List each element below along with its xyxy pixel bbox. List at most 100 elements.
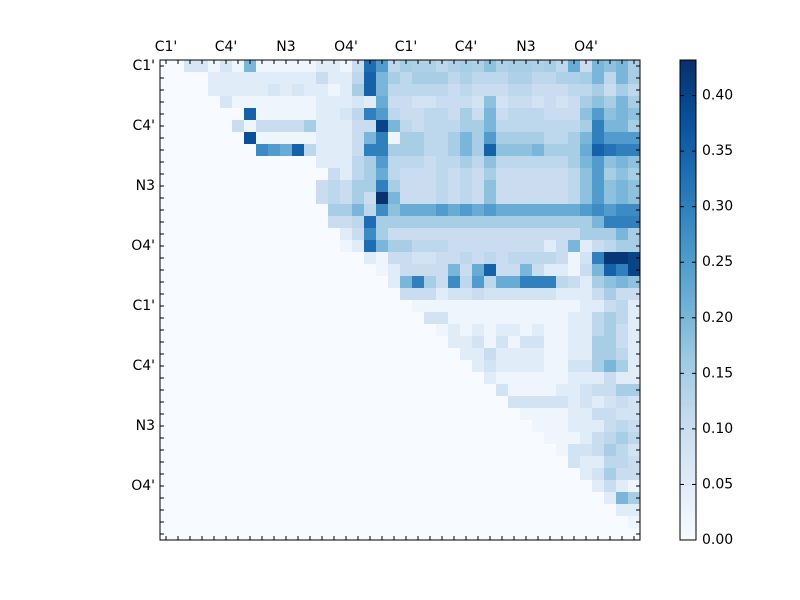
heatmap-cell [352, 504, 365, 517]
heatmap-cell [280, 108, 293, 121]
heatmap-cell [400, 384, 413, 397]
heatmap-cell [328, 432, 341, 445]
heatmap-cell [448, 504, 461, 517]
heatmap-cell [616, 420, 629, 433]
heatmap-cell [256, 60, 269, 73]
heatmap-cell [460, 300, 473, 313]
heatmap-cell [340, 144, 353, 157]
heatmap-cell [496, 492, 509, 505]
heatmap-cell [616, 492, 629, 505]
heatmap-cell [484, 396, 497, 409]
heatmap-cell [292, 456, 305, 469]
heatmap-cell [388, 396, 401, 409]
heatmap-cell [172, 444, 185, 457]
heatmap-cell [592, 216, 605, 229]
heatmap-cell [568, 132, 581, 145]
heatmap-cell [388, 336, 401, 349]
heatmap-cell [580, 468, 593, 481]
heatmap-cell [448, 300, 461, 313]
heatmap-cell [508, 240, 521, 253]
heatmap-cell [388, 528, 401, 541]
heatmap-cell [208, 504, 221, 517]
heatmap-cell [172, 72, 185, 85]
heatmap-cell [604, 264, 617, 277]
heatmap-cell [436, 84, 449, 97]
heatmap-cell [376, 528, 389, 541]
heatmap-cell [220, 372, 233, 385]
heatmap-cell [604, 132, 617, 145]
heatmap-cell [532, 432, 545, 445]
heatmap-cell [172, 528, 185, 541]
heatmap-cell [556, 300, 569, 313]
heatmap-cell [424, 528, 437, 541]
heatmap-cell [340, 492, 353, 505]
heatmap-cell [196, 120, 209, 133]
heatmap-cell [580, 384, 593, 397]
heatmap-cell [460, 408, 473, 421]
heatmap-cell [280, 492, 293, 505]
heatmap-cell [160, 420, 173, 433]
heatmap-cell [628, 480, 641, 493]
heatmap-cell [472, 192, 485, 205]
heatmap-cell [424, 240, 437, 253]
heatmap-cell [400, 372, 413, 385]
heatmap-cell [160, 240, 173, 253]
heatmap-cell [628, 132, 641, 145]
heatmap-cell [496, 228, 509, 241]
heatmap-cell [484, 276, 497, 289]
heatmap-cell [268, 300, 281, 313]
heatmap-cell [280, 204, 293, 217]
heatmap-cell [400, 504, 413, 517]
heatmap-cell [364, 168, 377, 181]
heatmap-cell [472, 288, 485, 301]
heatmap-cell [328, 372, 341, 385]
heatmap-cell [568, 444, 581, 457]
heatmap-cell [424, 420, 437, 433]
heatmap-cell [160, 144, 173, 157]
heatmap-cell [592, 96, 605, 109]
heatmap-cell [292, 480, 305, 493]
heatmap-cell [292, 252, 305, 265]
heatmap-cell [424, 480, 437, 493]
heatmap-cell [304, 72, 317, 85]
heatmap-cell [208, 72, 221, 85]
heatmap-cell [280, 408, 293, 421]
heatmap-cell [556, 312, 569, 325]
heatmap-cell [484, 516, 497, 529]
heatmap-cell [436, 288, 449, 301]
heatmap-cell [628, 360, 641, 373]
heatmap-cell [604, 252, 617, 265]
heatmap-cell [400, 204, 413, 217]
heatmap-cell [256, 216, 269, 229]
heatmap-cell [448, 360, 461, 373]
heatmap-cell [232, 96, 245, 109]
heatmap-cell [400, 348, 413, 361]
heatmap-cell [496, 108, 509, 121]
heatmap-cell [376, 516, 389, 529]
heatmap-cell [268, 480, 281, 493]
heatmap-cell [292, 264, 305, 277]
heatmap-cell [292, 516, 305, 529]
heatmap-cell [460, 204, 473, 217]
heatmap-cell [268, 96, 281, 109]
heatmap-cell [544, 120, 557, 133]
heatmap-cell [496, 264, 509, 277]
heatmap-cell [244, 72, 257, 85]
heatmap-cell [280, 276, 293, 289]
heatmap-cell [400, 192, 413, 205]
heatmap-cell [184, 192, 197, 205]
heatmap-cell [364, 96, 377, 109]
heatmap-cell [436, 264, 449, 277]
heatmap-cell [568, 456, 581, 469]
heatmap-cell [244, 84, 257, 97]
heatmap-cell [436, 348, 449, 361]
heatmap-cell [532, 300, 545, 313]
heatmap-cell [616, 408, 629, 421]
heatmap-cell [352, 168, 365, 181]
heatmap-cell [388, 420, 401, 433]
heatmap-cell [352, 420, 365, 433]
heatmap-cell [376, 360, 389, 373]
heatmap-cell [556, 384, 569, 397]
heatmap-cell [364, 204, 377, 217]
